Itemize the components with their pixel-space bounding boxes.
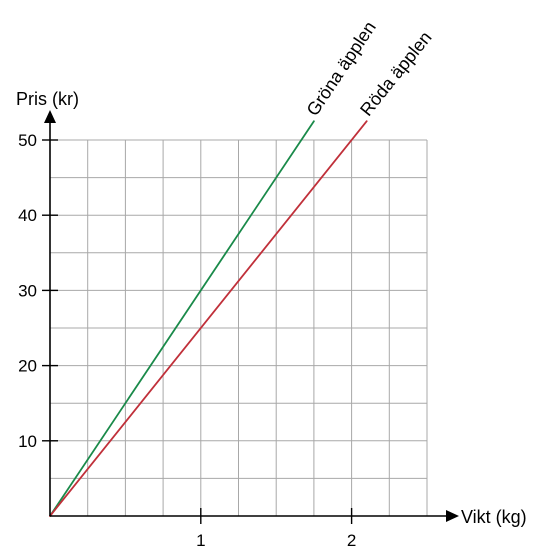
grid xyxy=(50,139,428,516)
x-tick-label: 1 xyxy=(196,531,205,548)
x-axis-label: Vikt (kg) xyxy=(461,507,527,527)
y-tick-label: 50 xyxy=(18,131,37,150)
x-axis-arrow xyxy=(446,510,459,522)
ticks: 1 2 10 20 30 40 50 xyxy=(18,131,356,548)
y-axis-arrow xyxy=(44,110,56,123)
series-line xyxy=(49,120,315,517)
y-tick-label: 20 xyxy=(18,357,37,376)
y-axis-label: Pris (kr) xyxy=(16,89,79,109)
series-lines xyxy=(49,120,368,517)
y-tick-label: 40 xyxy=(18,206,37,225)
x-tick-label: 2 xyxy=(347,531,356,548)
y-tick-label: 30 xyxy=(18,281,37,300)
series-line xyxy=(49,120,368,517)
axes xyxy=(44,110,459,522)
y-tick-label: 10 xyxy=(18,432,37,451)
